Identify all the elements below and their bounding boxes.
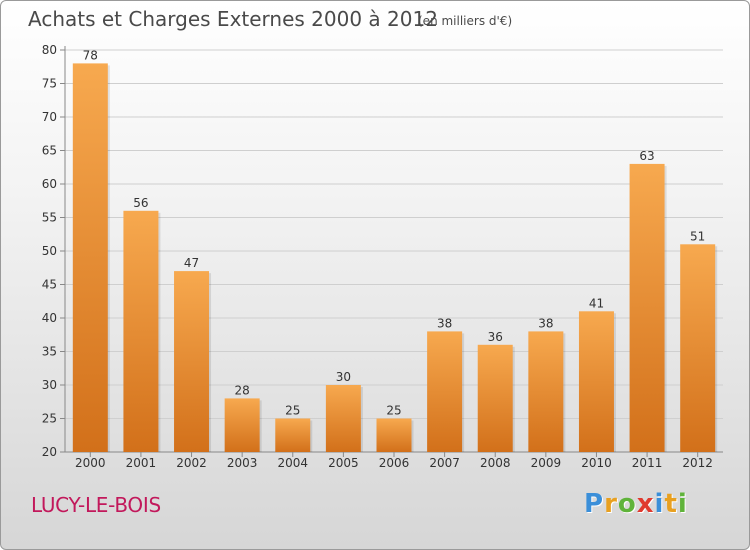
data-label: 41 <box>589 296 604 310</box>
data-label: 38 <box>538 316 553 330</box>
data-label: 25 <box>285 404 300 418</box>
bar-2005 <box>325 385 361 452</box>
x-tick-label: 2012 <box>682 456 713 470</box>
x-tick-label: 2005 <box>328 456 359 470</box>
logo-letter: i <box>677 489 688 519</box>
data-label: 38 <box>437 316 452 330</box>
bar-2009 <box>528 331 564 452</box>
y-tick-label: 25 <box>42 412 57 426</box>
proxiti-logo: Proxiti <box>584 489 688 519</box>
data-label: 36 <box>488 330 503 344</box>
y-tick-label: 65 <box>42 144 57 158</box>
data-label: 78 <box>83 48 98 62</box>
bar-2010 <box>578 311 614 452</box>
data-label: 28 <box>235 383 250 397</box>
data-labels: 78 2000 56 2001 47 2002 28 2003 25 2004 30 2005 25 20… <box>75 48 713 470</box>
bar-2003 <box>224 398 260 452</box>
bar-2006 <box>376 418 412 452</box>
bar-2011 <box>629 163 665 452</box>
x-tick-label: 2006 <box>379 456 410 470</box>
bar-2004 <box>275 418 311 452</box>
x-tick-label: 2001 <box>126 456 157 470</box>
logo-letter: P <box>584 489 605 519</box>
data-label: 63 <box>639 149 654 163</box>
data-label: 51 <box>690 229 705 243</box>
y-tick-label: 35 <box>42 345 57 359</box>
y-tick-label: 80 <box>42 43 57 57</box>
logo-letter: i <box>654 489 665 519</box>
y-tick-label: 20 <box>42 445 57 459</box>
bar-2002 <box>174 271 210 452</box>
bar-2012 <box>680 244 716 452</box>
y-tick-label: 45 <box>42 278 57 292</box>
x-tick-label: 2002 <box>176 456 207 470</box>
bar-2000 <box>72 63 108 453</box>
y-tick-label: 40 <box>42 311 57 325</box>
chart-title: Achats et Charges Externes 2000 à 2012 <box>28 7 438 31</box>
x-tick-label: 2004 <box>277 456 308 470</box>
x-tick-label: 2000 <box>75 456 106 470</box>
y-tick-label: 50 <box>42 244 57 258</box>
data-label: 56 <box>133 196 148 210</box>
grid-lines <box>65 49 723 453</box>
bar-2008 <box>477 344 513 452</box>
chart-subtitle: (en milliers d'€) <box>418 14 513 28</box>
bar-2001 <box>123 210 159 452</box>
y-tick-label: 70 <box>42 110 57 124</box>
y-tick-label: 55 <box>42 211 57 225</box>
town-name: LUCY-LE-BOIS <box>31 493 161 517</box>
y-tick-label: 75 <box>42 77 57 91</box>
x-tick-label: 2007 <box>429 456 460 470</box>
x-tick-label: 2010 <box>581 456 612 470</box>
logo-letter: t <box>664 489 678 519</box>
data-label: 25 <box>386 404 401 418</box>
logo-letter: x <box>636 489 655 519</box>
x-tick-label: 2009 <box>531 456 562 470</box>
y-tick-label: 30 <box>42 378 57 392</box>
x-tick-label: 2003 <box>227 456 258 470</box>
data-label: 47 <box>184 256 199 270</box>
x-tick-label: 2008 <box>480 456 511 470</box>
bar-2007 <box>427 331 463 452</box>
bars <box>72 63 718 453</box>
logo-letter: o <box>617 489 637 519</box>
logo-letter: r <box>604 489 618 519</box>
y-tick-label: 60 <box>42 177 57 191</box>
x-tick-label: 2011 <box>632 456 663 470</box>
data-label: 30 <box>336 370 351 384</box>
